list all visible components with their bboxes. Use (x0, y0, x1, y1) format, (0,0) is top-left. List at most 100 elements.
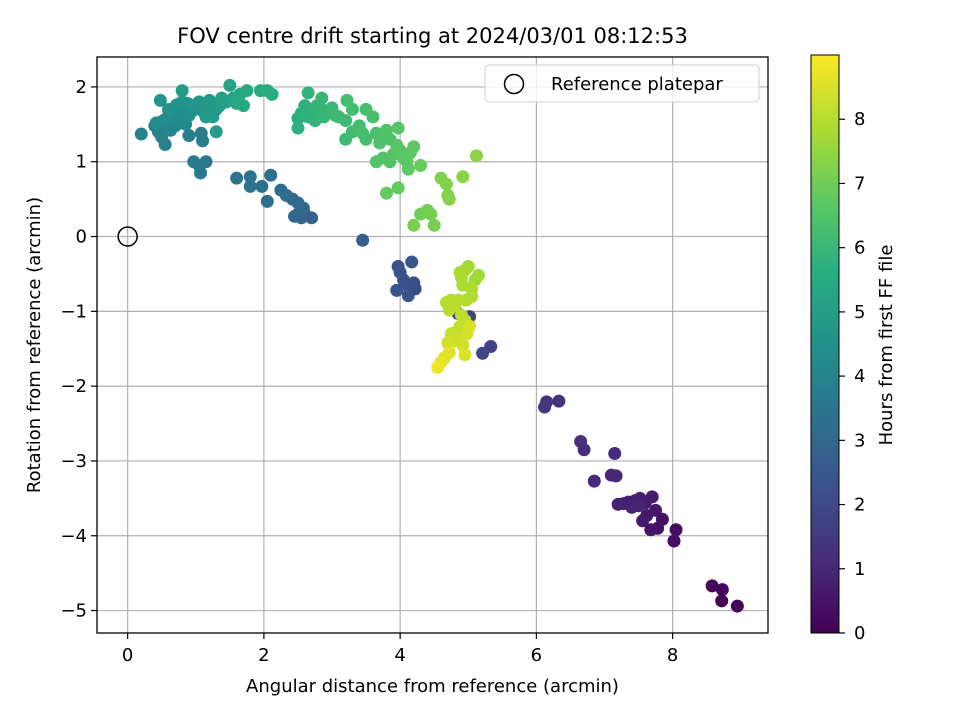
data-point (458, 348, 472, 362)
y-tick-label: −5 (60, 601, 87, 622)
y-tick-label: 1 (76, 152, 87, 173)
data-point (608, 446, 622, 460)
data-point (414, 158, 428, 172)
data-point (265, 87, 279, 101)
data-point (230, 171, 244, 185)
data-point (667, 534, 681, 548)
data-point (264, 168, 278, 182)
colorbar-gradient (810, 54, 840, 634)
data-point (359, 132, 373, 146)
y-tick-label: −4 (60, 526, 87, 547)
data-point (390, 283, 404, 297)
data-point (223, 78, 237, 92)
data-point (391, 121, 405, 135)
data-point (182, 129, 196, 143)
data-point (538, 400, 552, 414)
x-tick-label: 4 (394, 645, 405, 666)
data-point (456, 338, 470, 352)
data-point (194, 126, 208, 140)
data-point (260, 194, 274, 208)
data-point (476, 346, 490, 360)
data-point (625, 500, 639, 514)
colorbar-tick-label: 1 (854, 559, 865, 580)
y-tick-label: −3 (60, 451, 87, 472)
data-point (366, 110, 380, 124)
data-point (469, 149, 483, 163)
data-point (456, 170, 470, 184)
data-point (431, 360, 445, 374)
data-point (288, 209, 302, 223)
data-point (669, 523, 683, 537)
data-point (380, 123, 394, 137)
y-tick-label: −1 (60, 301, 87, 322)
data-point (715, 594, 729, 608)
data-point (427, 218, 441, 232)
data-point (356, 233, 370, 247)
colorbar-tick-label: 4 (854, 366, 865, 387)
data-point (339, 114, 353, 128)
data-point (175, 84, 189, 98)
data-point (407, 140, 421, 154)
chart-title: FOV centre drift starting at 2024/03/01 … (177, 24, 688, 48)
data-point (442, 192, 456, 206)
data-point (153, 93, 167, 107)
data-point (315, 91, 329, 105)
data-point (206, 110, 220, 124)
data-point (644, 523, 658, 537)
colorbar-ticks: 0 1 2 3 4 5 6 7 8 (839, 109, 865, 644)
reference-platepar-marker (117, 226, 138, 247)
legend-label: Reference platepar (551, 74, 723, 95)
data-point (439, 177, 453, 191)
x-tick-label: 0 (122, 645, 133, 666)
data-point (636, 514, 650, 528)
legend: Reference platepar (484, 64, 760, 103)
data-point (611, 497, 625, 511)
data-point (705, 579, 719, 593)
legend-marker-icon (503, 73, 525, 95)
data-point (149, 116, 163, 130)
x-tick-label: 2 (258, 645, 269, 666)
legend-box (484, 64, 760, 103)
colorbar-tick-label: 7 (854, 173, 865, 194)
data-point (587, 474, 601, 488)
x-axis-label: Angular distance from reference (arcmin) (246, 676, 619, 697)
data-point (574, 434, 588, 448)
data-point (243, 170, 257, 184)
data-point (243, 179, 257, 193)
data-point (255, 179, 269, 193)
data-point (463, 319, 477, 333)
colorbar-tick-label: 5 (854, 302, 865, 323)
plot-frame (96, 56, 769, 634)
y-axis-label: Rotation from reference (arcmin) (24, 197, 45, 493)
data-point (240, 84, 254, 98)
y-axis-ticks: −5 −4 −3 −2 −1 0 1 2 (60, 77, 97, 622)
data-point (391, 259, 405, 273)
data-point (134, 127, 148, 141)
data-point (380, 186, 394, 200)
data-point (405, 255, 419, 269)
data-point (604, 468, 618, 482)
colorbar-tick-label: 3 (854, 430, 865, 451)
data-point (373, 136, 387, 150)
data-point (236, 99, 250, 113)
colorbar-label: Hours from first FF file (876, 245, 897, 446)
data-point (552, 394, 566, 408)
colorbar-tick-label: 8 (854, 109, 865, 130)
data-point (301, 86, 315, 100)
y-tick-label: 0 (76, 227, 87, 248)
colorbar-tick-label: 0 (854, 623, 865, 644)
data-points (134, 78, 744, 613)
data-point (407, 218, 421, 232)
data-point (345, 102, 359, 116)
data-point (730, 599, 744, 613)
data-point (391, 181, 405, 195)
x-tick-label: 8 (667, 645, 678, 666)
y-tick-label: 2 (76, 77, 87, 98)
data-point (187, 155, 201, 169)
data-point (274, 183, 288, 197)
data-point (442, 303, 456, 317)
data-point (715, 583, 729, 597)
colorbar-tick-label: 6 (854, 238, 865, 259)
